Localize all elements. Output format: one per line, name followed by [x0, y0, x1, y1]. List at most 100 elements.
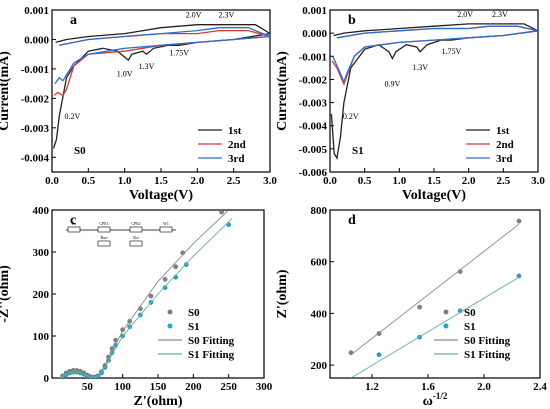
y-tick-label: 0.000 [302, 28, 327, 40]
x-tick-label: 2.4 [533, 381, 547, 393]
x-tick-label: 1.5 [154, 175, 168, 187]
x-tick-label: 2.0 [190, 175, 204, 187]
data-point-s0 [516, 218, 522, 224]
plot-frame [329, 209, 541, 379]
legend-entry: 1st [228, 125, 242, 137]
y-tick-label: 600 [311, 257, 328, 269]
x-tick-label: 300 [256, 381, 273, 393]
x-tick-label: 2.5 [496, 175, 510, 187]
x-tick-label: 1.5 [427, 175, 441, 187]
x-tick-label: 1.0 [118, 175, 132, 187]
y-tick-label: -0.002 [21, 93, 50, 105]
peak-annotation: 0.9V [385, 79, 401, 88]
plot-area [330, 23, 538, 160]
x-tick-label: 0.0 [45, 175, 59, 187]
equivalent-circuit: Rs CPE1 Rsei CPE2 Rct W1 [66, 221, 176, 247]
sample-label: S0 [74, 145, 86, 157]
data-point-s0 [417, 304, 422, 310]
circuit-element-label: Rsei [100, 235, 108, 240]
sample-label: S1 [352, 145, 364, 157]
peak-annotation: 1.75V [169, 49, 189, 58]
x-tick-label: 3.0 [263, 175, 277, 187]
x-tick-label: 3.0 [531, 175, 545, 187]
legend-marker [167, 309, 173, 315]
legend-entry: 3rd [496, 153, 513, 165]
data-point-s1 [376, 352, 382, 358]
x-axis-label: Voltage(V) [129, 188, 193, 203]
legend-entry: 3rd [228, 153, 245, 165]
legend-entry: S1 [464, 321, 476, 333]
y-axis-label: -Z''(ohm) [0, 265, 12, 323]
x-axis-label: Voltage(V) [402, 188, 466, 203]
y-tick-label: -0.003 [21, 123, 50, 135]
y-tick-label: 200 [311, 360, 328, 372]
data-point-s0 [219, 210, 224, 215]
data-point-s1 [349, 381, 353, 385]
panel-b: 0.0 0.5 1.0 1.5 2.0 2.5 3.0 0.001 0.000 -0.001 -0.… [275, 5, 545, 203]
circuit-element-label: Rs [72, 221, 77, 226]
y-tick-label: 0 [44, 373, 50, 385]
x-tick-label: 1.0 [392, 175, 406, 187]
x-tick-label: 0.0 [323, 175, 337, 187]
x-tick-label: 2.0 [477, 381, 491, 393]
legend-entry: S0 Fitting [188, 335, 235, 347]
y-tick-label: -0.001 [299, 51, 327, 63]
panel-letter: a [70, 13, 77, 28]
series-line-s0-fitting [350, 223, 520, 356]
plot-area [58, 210, 233, 378]
y-axis-label: Current(mA) [275, 51, 290, 131]
data-point-s1 [516, 273, 522, 279]
x-tick-label: 50 [82, 381, 94, 393]
series-line-s1-fitting [350, 276, 520, 378]
peak-annotation: 0.2V [64, 112, 80, 121]
x-tick-label: 100 [114, 381, 131, 393]
legend-entry: S1 Fitting [464, 349, 511, 361]
x-tick-label: 1.6 [421, 381, 435, 393]
data-point-s0 [148, 293, 154, 299]
panel-letter: c [70, 213, 76, 228]
peak-annotation: 0.2V [343, 112, 359, 121]
y-axis-label: Z'(ohm) [275, 269, 290, 318]
series-line-s1-fitting [58, 218, 233, 378]
circuit-element-label: W1 [163, 221, 169, 226]
y-tick-label: 200 [33, 289, 50, 301]
y-tick-label: 400 [311, 308, 328, 320]
panel-a: 0.0 0.5 1.0 1.5 2.0 2.5 3.0 0.001 0.000 -0.001 -0.… [0, 5, 277, 203]
x-axis-label: Z'(ohm) [134, 394, 183, 409]
plot-area [348, 218, 522, 385]
data-point-s1 [183, 262, 189, 267]
peak-annotation: 2.0V [457, 10, 473, 19]
x-tick-label: 2.0 [462, 175, 476, 187]
series-line-s0-fitting [58, 210, 230, 378]
x-axis-label: ω-1/2 [423, 391, 448, 409]
x-tick-label: 2.5 [227, 175, 241, 187]
y-tick-label: -0.001 [21, 64, 49, 76]
y-tick-label: 400 [33, 205, 50, 217]
y-tick-label: -0.004 [21, 152, 50, 164]
y-tick-label: 300 [33, 247, 50, 259]
legend: S0 S1 S0 Fitting S1 Fitting [158, 307, 235, 361]
legend-entry: 2nd [228, 139, 246, 151]
series-line-1st [52, 24, 270, 149]
panel-letter: b [348, 13, 356, 28]
data-point-s0 [173, 264, 179, 270]
peak-annotation: 1.3V [139, 62, 155, 71]
y-tick-label: -0.002 [299, 74, 328, 86]
circuit-element-label: CPE2 [131, 221, 140, 226]
legend-marker [443, 309, 449, 315]
legend: 1st 2nd 3rd [466, 125, 514, 165]
series-line-1st [330, 23, 538, 160]
circuit-element-label: CPE1 [99, 221, 108, 226]
legend-entry: S0 Fitting [464, 335, 511, 347]
legend-entry: 2nd [496, 139, 514, 151]
peak-annotation: 1.75V [441, 47, 461, 56]
peak-annotation: 2.0V [186, 10, 202, 19]
x-tick-label: 150 [150, 381, 167, 393]
legend-entry: 1st [496, 125, 510, 137]
peak-annotation: 2.3V [492, 10, 508, 19]
y-tick-label: -0.003 [299, 98, 328, 110]
y-tick-label: -0.005 [299, 144, 328, 156]
panel-c: 50 100 150 200 250 300 0 100 200 300 400 c Z'(ohm) -Z… [0, 205, 273, 409]
legend: S0 S1 S0 Fitting S1 Fitting [434, 307, 511, 361]
y-axis-label: Current(mA) [0, 51, 12, 131]
